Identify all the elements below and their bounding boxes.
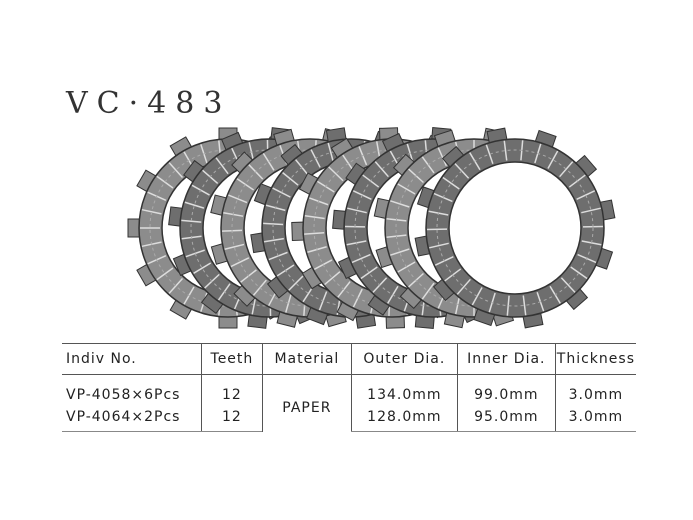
cell: 3.0mm [554,406,636,432]
pad-groove [547,150,559,169]
cell: 12 [200,406,263,432]
row: VP-4064×2Pcs 12 128.0mm 95.0mm 3.0mm [62,406,636,432]
pad-groove [397,183,416,195]
pad-groove [442,176,460,190]
pad-groove [390,200,410,208]
pad-groove [360,266,378,280]
spec-table: Indiv No. Teeth Material Outer Dia. Inne… [62,343,636,432]
pad-groove [471,287,483,306]
pad-groove [272,187,291,198]
header-cell: Thickness [554,343,636,375]
product-code: VC·483 [66,86,232,121]
cell: VP-4064×2Pcs [62,406,202,432]
header-cell: Inner Dia. [456,343,556,375]
cell: VP-4058×6Pcs [66,387,181,403]
pad-groove [506,295,510,316]
pad-groove [168,162,184,178]
pad-groove [429,242,449,249]
pad-groove [327,142,335,163]
pad-groove [433,192,453,203]
pad-groove [324,271,341,286]
pad-groove [288,275,304,291]
pad-groove [282,172,299,186]
pad-groove [560,277,576,293]
plate-hole [448,161,582,295]
pad-groove [503,140,508,161]
pad-groove [156,175,174,189]
pad-groove [581,207,601,214]
pad-groove [337,281,351,298]
pad-groove [485,144,494,164]
cell: PAPER [261,374,352,432]
pad-groove [304,215,325,220]
cell: 3.0mm [554,374,636,406]
pad-groove [351,253,371,264]
cell: 128.0mm [350,406,458,432]
pad-groove [168,278,184,294]
pad-groove [576,190,596,200]
pad-groove [228,194,248,204]
pad-groove [456,278,471,295]
pad-groove [215,157,229,175]
pad-groove [224,243,245,251]
pad-groove [437,147,448,167]
pad-groove-ring [436,149,594,307]
pad-groove [570,266,588,280]
pad-groove [193,262,212,274]
clutch-plates-image [127,127,616,329]
plate [414,127,616,329]
cell: 99.0mm [456,374,556,406]
header-row: Indiv No. Teeth Material Outer Dia. Inne… [62,343,636,375]
header-cell: Teeth [200,343,263,375]
header-cell: Indiv No. [62,343,202,375]
pad-groove [390,248,410,256]
pad-groove [374,161,389,178]
pad-groove [304,231,325,235]
pad-groove [156,267,174,281]
cell: 12 [200,374,263,406]
pad-groove [263,237,284,243]
pad-groove [181,219,202,223]
pad-groove [141,208,162,215]
cell: 134.0mm [350,374,458,406]
pad-groove [522,295,527,316]
header-cell: Outer Dia. [350,343,458,375]
pad-groove [262,152,275,171]
pad-groove [328,166,344,182]
header-cell: Material [261,343,352,375]
pad-groove [184,201,205,209]
row: VP-4058×6Pcs 12 PAPER 134.0mm 99.0mm 3.0… [62,374,636,432]
pad-groove [421,282,435,300]
cell: 95.0mm [456,406,556,432]
pad-groove [230,257,250,268]
pad-groove [347,207,367,214]
pad-groove [397,261,416,273]
